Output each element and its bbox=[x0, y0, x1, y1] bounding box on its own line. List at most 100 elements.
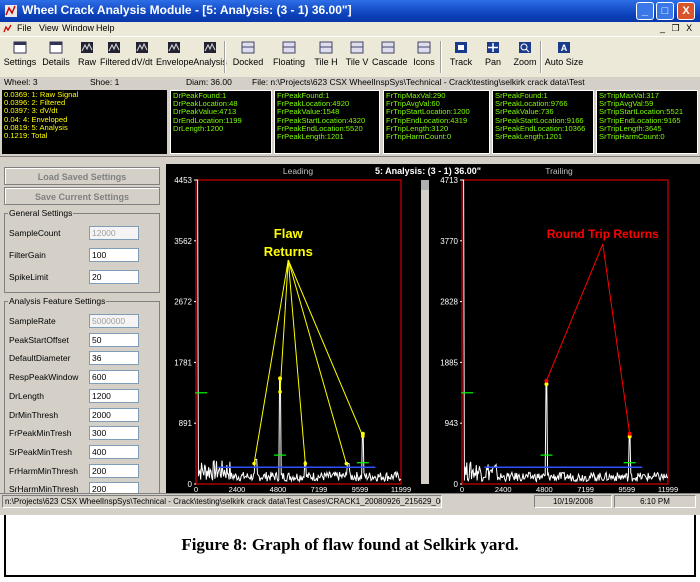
setting-label: SrPeakMinTresh bbox=[9, 446, 72, 457]
mdi-window-controls[interactable]: _ ❐ X bbox=[660, 23, 695, 33]
mdi-child-icon bbox=[3, 24, 12, 33]
panel-value: FrTripStartLocation:1200 bbox=[386, 107, 470, 117]
menu-file[interactable]: File bbox=[17, 23, 32, 33]
track-icon bbox=[455, 42, 467, 53]
panel-value: FrPeakFound:1 bbox=[277, 91, 330, 100]
toolbar-filtered-button[interactable]: Filtered bbox=[100, 40, 131, 74]
minimize-button[interactable]: _ bbox=[636, 2, 654, 20]
setting-input-resppeakwindow[interactable]: 600 bbox=[89, 370, 139, 385]
setting-row: SampleCount 12000 bbox=[5, 226, 159, 242]
setting-input-drminthresh[interactable]: 2000 bbox=[89, 407, 139, 422]
setting-row: RespPeakWindow 600 bbox=[5, 370, 159, 386]
setting-input-frharmminthresh[interactable]: 200 bbox=[89, 463, 139, 478]
timing-line: 0.0396: 2: Filtered bbox=[4, 98, 66, 108]
timing-line: 0.1219: Total bbox=[4, 131, 48, 141]
title-bar[interactable]: Wheel Crack Analysis Module - [5: Analys… bbox=[0, 0, 700, 22]
setting-input-samplecount[interactable]: 12000 bbox=[89, 226, 139, 240]
setting-input-spikelimit[interactable]: 20 bbox=[89, 270, 139, 284]
peak-dot bbox=[544, 382, 549, 387]
charts-svg[interactable]: Leading 5: Analysis: (3 - 1) 36.00" Trai… bbox=[166, 164, 700, 494]
trailing-header: Trailing bbox=[545, 166, 573, 176]
toolbar-tile-v-button[interactable]: Tile V bbox=[342, 40, 372, 74]
toolbar-auto-size-button[interactable]: A Auto Size bbox=[542, 40, 586, 74]
panel-value: SrPeakStartLocation:9166 bbox=[495, 115, 584, 125]
panel-value: SrPeakFound:1 bbox=[495, 91, 548, 100]
cascade-icon bbox=[381, 41, 395, 54]
setting-row: DefaultDiameter 36 bbox=[5, 351, 159, 367]
setting-input-srpeakmintresh[interactable]: 400 bbox=[89, 444, 139, 459]
setting-row: DrLength 1200 bbox=[5, 388, 159, 405]
tile-h-icon bbox=[319, 41, 333, 54]
setting-input-filtergain[interactable]: 100 bbox=[89, 248, 139, 262]
save-current-settings-button[interactable]: Save Current Settings bbox=[4, 187, 160, 205]
setting-input-drlength[interactable]: 1200 bbox=[89, 388, 139, 403]
dvdt-icon bbox=[136, 42, 148, 53]
toolbar-label: Details bbox=[42, 57, 70, 67]
svg-text:A: A bbox=[561, 43, 568, 53]
annotation-arrowhead bbox=[544, 378, 549, 383]
setting-input-peakstartoffset[interactable]: 50 bbox=[89, 332, 139, 347]
maximize-button[interactable]: □ bbox=[656, 2, 674, 20]
toolbar-track-button[interactable]: Track bbox=[444, 40, 478, 74]
toolbar-zoom-button[interactable]: Zoom bbox=[508, 40, 542, 74]
toolbar-tile-h-button[interactable]: Tile H bbox=[310, 40, 342, 74]
toolbar-details-button[interactable]: Details bbox=[38, 40, 74, 74]
menu-help[interactable]: Help bbox=[96, 23, 115, 33]
toolbar-envelope-button[interactable]: Envelope bbox=[156, 40, 194, 74]
setting-input-frpeakmintresh[interactable]: 300 bbox=[89, 426, 139, 441]
load-saved-settings-button[interactable]: Load Saved Settings bbox=[4, 167, 160, 185]
setting-row: PeakStartOffset 50 bbox=[5, 332, 159, 349]
auto-size-icon: A bbox=[558, 42, 570, 53]
y-tick-label: 943 bbox=[445, 419, 459, 428]
chart-scrollbar[interactable] bbox=[421, 180, 429, 484]
close-button[interactable]: X bbox=[677, 2, 695, 20]
toolbar-analysis-button[interactable]: Analysis bbox=[192, 40, 228, 74]
setting-input-samplerate[interactable]: 5000000 bbox=[89, 314, 139, 328]
y-tick-label: 2828 bbox=[440, 298, 458, 307]
toolbar-cascade-button[interactable]: Cascade bbox=[372, 40, 408, 74]
annotation-arrowhead bbox=[252, 461, 256, 466]
toolbar-docked-button[interactable]: Docked bbox=[228, 40, 268, 74]
status-bar: n:\Projects\623 CSX WheelInspSys\Technic… bbox=[0, 493, 700, 510]
y-tick-label: 0 bbox=[454, 480, 459, 489]
toolbar-icons-button[interactable]: Icons bbox=[404, 40, 444, 74]
y-tick-label: 3770 bbox=[440, 237, 458, 246]
sr-trip-panel: SrTripMaxVal:317 SrTripAvgVal:59 SrTripSta… bbox=[596, 90, 698, 154]
annotation-arrowhead bbox=[278, 390, 282, 394]
timing-line: 0.0397: 3: dV/dt bbox=[4, 106, 58, 116]
peak-dot bbox=[627, 434, 632, 439]
plot-frame-1 bbox=[461, 179, 669, 485]
x-tick-label: 2400 bbox=[229, 485, 246, 493]
toolbar-pan-button[interactable]: Pan bbox=[478, 40, 508, 74]
fr-trip-panel: FrTripMaxVal:290 FrTripAvgVal:60 FrTripSta… bbox=[383, 90, 490, 154]
timing-line: 0.0369: 1: Raw Signal bbox=[4, 90, 79, 99]
toolbar-raw-button[interactable]: Raw bbox=[74, 40, 100, 74]
x-tick-label: 7199 bbox=[577, 485, 594, 493]
plot-frame-0 bbox=[195, 179, 402, 485]
flaw-returns-label: Returns bbox=[264, 244, 313, 259]
menu-window[interactable]: Window bbox=[62, 23, 95, 33]
raw-icon bbox=[81, 42, 93, 53]
toolbar-dvdt-button[interactable]: dV/dt bbox=[128, 40, 156, 74]
annotation-arrow bbox=[602, 243, 631, 434]
toolbar-label: Filtered bbox=[100, 57, 131, 67]
timing-panel: 0.0369: 1: Raw Signal 0.0396: 2: Filtered… bbox=[2, 90, 167, 154]
setting-label: SampleCount bbox=[9, 228, 61, 238]
menu-view[interactable]: View bbox=[39, 23, 59, 33]
toolbar-separator bbox=[224, 41, 226, 73]
general-settings-title: General Settings bbox=[8, 208, 74, 218]
panel-value: SrTripLength:3645 bbox=[599, 123, 662, 133]
y-tick-label: 2672 bbox=[174, 298, 192, 307]
annotation-arrow bbox=[253, 259, 289, 464]
setting-row: DrMinThresh 2000 bbox=[5, 407, 159, 424]
toolbar-settings-button[interactable]: Settings bbox=[2, 40, 38, 74]
setting-input-defaultdiameter[interactable]: 36 bbox=[89, 351, 139, 366]
setting-row: FrHarmMinThresh 200 bbox=[5, 463, 159, 480]
panel-value: DrLength:1200 bbox=[173, 123, 224, 133]
file-label: File: n:\Projects\623 CSX WheelInspSys\T… bbox=[252, 77, 585, 87]
toolbar-floating-button[interactable]: Floating bbox=[268, 40, 310, 74]
annotation-arrow bbox=[287, 259, 364, 437]
window-title: Wheel Crack Analysis Module - [5: Analys… bbox=[22, 3, 352, 17]
details-icon bbox=[49, 41, 63, 54]
chart-scrollbar-thumb[interactable] bbox=[421, 180, 429, 190]
